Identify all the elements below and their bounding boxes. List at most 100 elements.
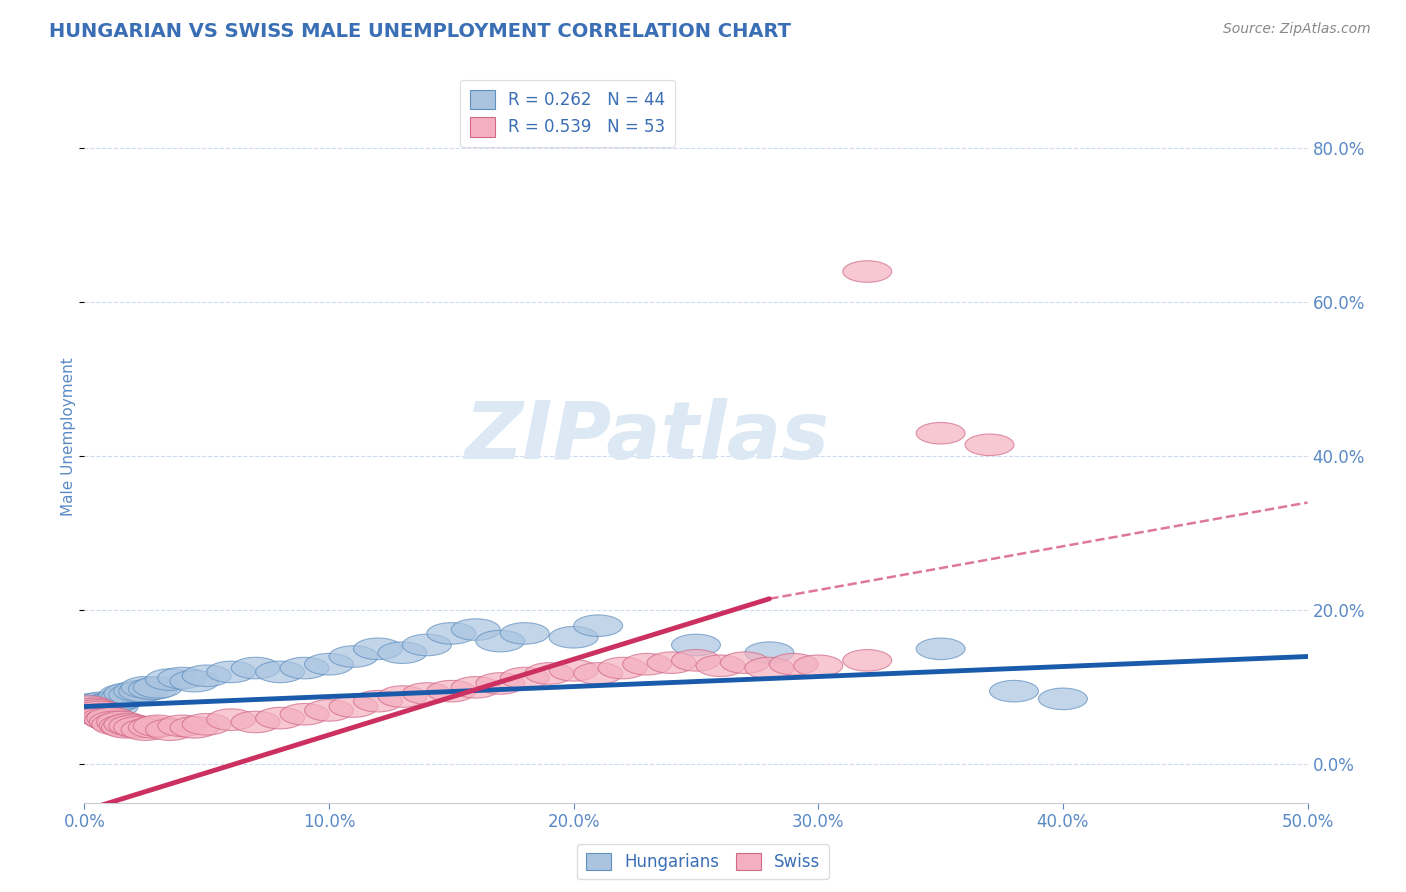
Ellipse shape xyxy=(402,634,451,656)
Ellipse shape xyxy=(70,698,118,720)
Ellipse shape xyxy=(524,663,574,684)
Ellipse shape xyxy=(104,682,153,705)
Ellipse shape xyxy=(72,699,121,722)
Ellipse shape xyxy=(598,657,647,679)
Ellipse shape xyxy=(207,661,256,682)
Ellipse shape xyxy=(87,692,136,714)
Ellipse shape xyxy=(231,657,280,679)
Ellipse shape xyxy=(114,681,163,702)
Ellipse shape xyxy=(329,646,378,667)
Ellipse shape xyxy=(98,684,148,706)
Text: Source: ZipAtlas.com: Source: ZipAtlas.com xyxy=(1223,22,1371,37)
Ellipse shape xyxy=(305,699,353,722)
Ellipse shape xyxy=(82,707,131,729)
Ellipse shape xyxy=(157,667,207,689)
Ellipse shape xyxy=(378,642,427,664)
Ellipse shape xyxy=(672,634,720,656)
Y-axis label: Male Unemployment: Male Unemployment xyxy=(60,358,76,516)
Ellipse shape xyxy=(329,696,378,717)
Ellipse shape xyxy=(378,686,427,707)
Ellipse shape xyxy=(87,707,136,729)
Ellipse shape xyxy=(451,676,501,698)
Text: HUNGARIAN VS SWISS MALE UNEMPLOYMENT CORRELATION CHART: HUNGARIAN VS SWISS MALE UNEMPLOYMENT COR… xyxy=(49,22,792,41)
Ellipse shape xyxy=(121,676,170,698)
Ellipse shape xyxy=(108,684,157,706)
Ellipse shape xyxy=(77,692,127,714)
Ellipse shape xyxy=(101,716,150,738)
Ellipse shape xyxy=(501,623,550,644)
Ellipse shape xyxy=(256,661,305,682)
Ellipse shape xyxy=(451,619,501,640)
Ellipse shape xyxy=(77,704,127,725)
Ellipse shape xyxy=(574,615,623,637)
Text: ZIPatlas: ZIPatlas xyxy=(464,398,830,476)
Ellipse shape xyxy=(128,678,177,699)
Ellipse shape xyxy=(402,682,451,705)
Ellipse shape xyxy=(170,716,219,738)
Ellipse shape xyxy=(75,701,124,723)
Ellipse shape xyxy=(280,704,329,725)
Ellipse shape xyxy=(183,665,231,687)
Ellipse shape xyxy=(72,696,121,717)
Ellipse shape xyxy=(475,631,524,652)
Ellipse shape xyxy=(672,649,720,671)
Ellipse shape xyxy=(427,681,475,702)
Ellipse shape xyxy=(75,693,124,715)
Ellipse shape xyxy=(89,696,138,717)
Ellipse shape xyxy=(146,669,194,690)
Ellipse shape xyxy=(965,434,1014,456)
Ellipse shape xyxy=(745,657,794,679)
Ellipse shape xyxy=(280,657,329,679)
Ellipse shape xyxy=(91,690,141,712)
Ellipse shape xyxy=(101,686,150,707)
Ellipse shape xyxy=(353,690,402,712)
Ellipse shape xyxy=(574,663,623,684)
Ellipse shape xyxy=(91,714,141,735)
Ellipse shape xyxy=(97,711,146,732)
Ellipse shape xyxy=(623,654,672,675)
Ellipse shape xyxy=(842,649,891,671)
Ellipse shape xyxy=(917,423,965,444)
Ellipse shape xyxy=(183,714,231,735)
Ellipse shape xyxy=(80,706,128,727)
Ellipse shape xyxy=(990,681,1039,702)
Ellipse shape xyxy=(207,709,256,731)
Ellipse shape xyxy=(917,638,965,659)
Ellipse shape xyxy=(231,711,280,732)
Legend: R = 0.262   N = 44, R = 0.539   N = 53: R = 0.262 N = 44, R = 0.539 N = 53 xyxy=(460,79,675,146)
Ellipse shape xyxy=(118,681,167,702)
Ellipse shape xyxy=(170,671,219,692)
Ellipse shape xyxy=(97,688,146,710)
Ellipse shape xyxy=(720,652,769,673)
Ellipse shape xyxy=(696,655,745,676)
Ellipse shape xyxy=(128,716,177,738)
Ellipse shape xyxy=(769,654,818,675)
Ellipse shape xyxy=(84,693,134,715)
Ellipse shape xyxy=(104,714,153,735)
Ellipse shape xyxy=(134,676,183,698)
Ellipse shape xyxy=(842,260,891,283)
Ellipse shape xyxy=(550,659,598,681)
Ellipse shape xyxy=(745,642,794,664)
Ellipse shape xyxy=(550,626,598,648)
Ellipse shape xyxy=(89,711,138,732)
Legend: Hungarians, Swiss: Hungarians, Swiss xyxy=(578,845,828,880)
Ellipse shape xyxy=(114,716,163,738)
Ellipse shape xyxy=(305,654,353,675)
Ellipse shape xyxy=(501,667,550,689)
Ellipse shape xyxy=(157,715,207,737)
Ellipse shape xyxy=(65,696,114,717)
Ellipse shape xyxy=(1039,688,1087,710)
Ellipse shape xyxy=(794,655,842,676)
Ellipse shape xyxy=(80,696,128,717)
Ellipse shape xyxy=(121,719,170,740)
Ellipse shape xyxy=(134,715,183,737)
Ellipse shape xyxy=(98,715,148,737)
Ellipse shape xyxy=(475,673,524,694)
Ellipse shape xyxy=(256,707,305,729)
Ellipse shape xyxy=(108,715,157,737)
Ellipse shape xyxy=(647,652,696,673)
Ellipse shape xyxy=(84,709,134,731)
Ellipse shape xyxy=(146,719,194,740)
Ellipse shape xyxy=(427,623,475,644)
